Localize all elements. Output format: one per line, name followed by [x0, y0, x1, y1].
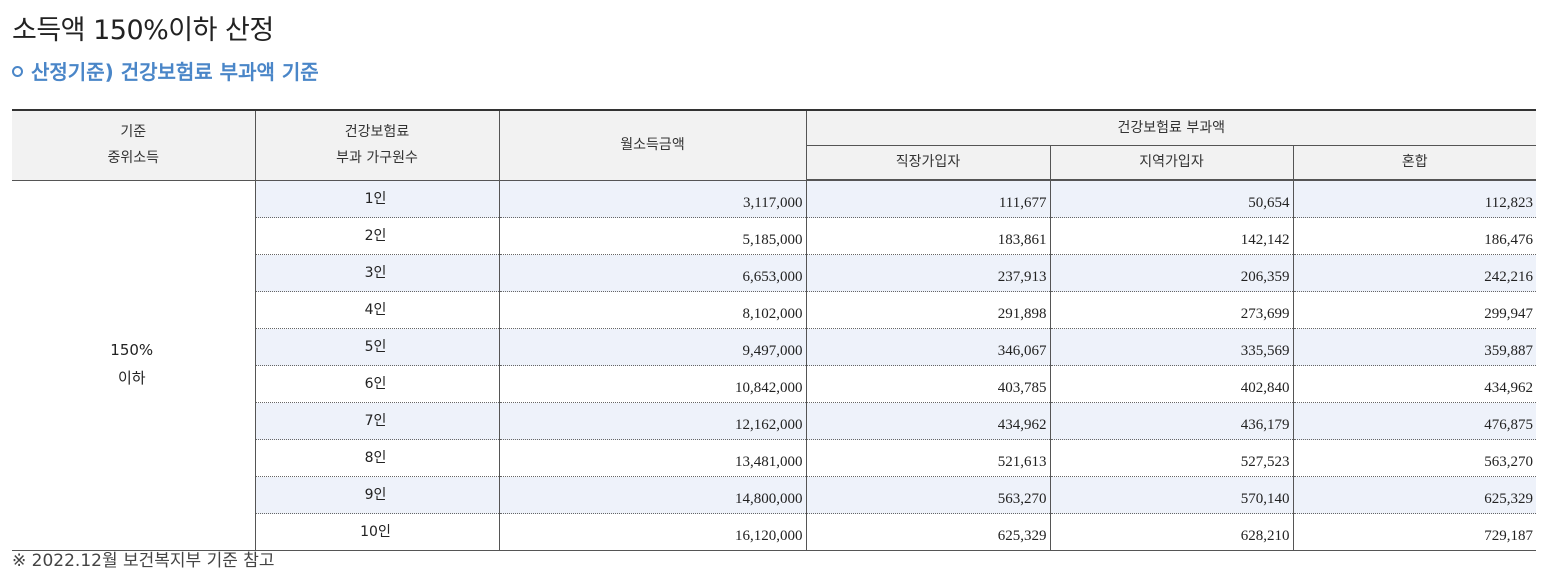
header-mixed: 혼합 — [1293, 145, 1536, 181]
table-row: 2인 5,185,000 183,861 142,142 186,476 — [12, 217, 1536, 255]
page-title: 소득액 150%이하 산정 — [12, 15, 274, 46]
household-members-cell: 6인 — [255, 365, 500, 403]
mixed-premium-cell: 242,216 — [1293, 254, 1536, 292]
household-members-cell: 2인 — [255, 217, 500, 255]
header-household-line1: 건강보험료 — [344, 124, 410, 141]
footnote: ※ 2022.12월 보건복지부 기준 참고 — [12, 551, 275, 571]
premium-table: 기준 중위소득 건강보험료 부과 가구원수 월소득금액 건강보험료 부과액 직장… — [12, 109, 1536, 551]
monthly-income-cell: 13,481,000 — [499, 439, 807, 477]
mixed-premium-cell: 299,947 — [1293, 291, 1536, 329]
header-median-income-line2: 중위소득 — [107, 150, 160, 167]
regional-premium-cell: 206,359 — [1050, 254, 1294, 292]
table-row: 8인 13,481,000 521,613 527,523 563,270 — [12, 439, 1536, 477]
mixed-premium-cell: 186,476 — [1293, 217, 1536, 255]
employee-premium-cell: 434,962 — [806, 402, 1051, 440]
household-members-cell: 5인 — [255, 328, 500, 366]
table-row: 150% 이하 1인 3,117,000 111,677 50,654 112,823 — [12, 180, 1536, 551]
header-median-income-line1: 기준 — [120, 124, 147, 141]
monthly-income-cell: 14,800,000 — [499, 476, 807, 514]
table-row: 4인 8,102,000 291,898 273,699 299,947 — [12, 291, 1536, 329]
mixed-premium-cell: 476,875 — [1293, 402, 1536, 440]
employee-premium-cell: 291,898 — [806, 291, 1051, 329]
header-regional: 지역가입자 — [1050, 145, 1294, 181]
regional-premium-cell: 273,699 — [1050, 291, 1294, 329]
employee-premium-cell: 237,913 — [806, 254, 1051, 292]
group-label-line1: 150% — [110, 341, 154, 360]
header-premium-group: 건강보험료 부과액 — [806, 109, 1536, 146]
monthly-income-cell: 16,120,000 — [499, 513, 807, 551]
household-members-cell: 10인 — [255, 513, 500, 551]
section-title-text: 산정기준) 건강보험료 부과액 기준 — [31, 60, 319, 84]
mixed-premium-cell: 434,962 — [1293, 365, 1536, 403]
monthly-income-cell: 6,653,000 — [499, 254, 807, 292]
header-household-members: 건강보험료 부과 가구원수 — [255, 109, 500, 181]
monthly-income-cell: 5,185,000 — [499, 217, 807, 255]
employee-premium-cell: 183,861 — [806, 217, 1051, 255]
regional-premium-cell: 335,569 — [1050, 328, 1294, 366]
household-members-cell: 4인 — [255, 291, 500, 329]
bullet-circle-icon — [12, 66, 23, 77]
household-members-cell: 8인 — [255, 439, 500, 477]
mixed-premium-cell: 112,823 — [1293, 180, 1536, 218]
regional-premium-cell: 436,179 — [1050, 402, 1294, 440]
header-median-income: 기준 중위소득 — [12, 109, 256, 181]
header-household-line2: 부과 가구원수 — [336, 150, 418, 167]
employee-premium-cell: 563,270 — [806, 476, 1051, 514]
group-label-line2: 이하 — [117, 369, 146, 388]
regional-premium-cell: 50,654 — [1050, 180, 1294, 218]
table-row: 9인 14,800,000 563,270 570,140 625,329 — [12, 476, 1536, 514]
regional-premium-cell: 527,523 — [1050, 439, 1294, 477]
mixed-premium-cell: 563,270 — [1293, 439, 1536, 477]
employee-premium-cell: 111,677 — [806, 180, 1051, 218]
section-title: 산정기준) 건강보험료 부과액 기준 — [12, 56, 319, 85]
household-members-cell: 9인 — [255, 476, 500, 514]
monthly-income-cell: 12,162,000 — [499, 402, 807, 440]
employee-premium-cell: 625,329 — [806, 513, 1051, 551]
employee-premium-cell: 521,613 — [806, 439, 1051, 477]
table-row: 6인 10,842,000 403,785 402,840 434,962 — [12, 365, 1536, 403]
table-row: 3인 6,653,000 237,913 206,359 242,216 — [12, 254, 1536, 292]
employee-premium-cell: 346,067 — [806, 328, 1051, 366]
table-row: 5인 9,497,000 346,067 335,569 359,887 — [12, 328, 1536, 366]
mixed-premium-cell: 729,187 — [1293, 513, 1536, 551]
monthly-income-cell: 9,497,000 — [499, 328, 807, 366]
table-row: 7인 12,162,000 434,962 436,179 476,875 — [12, 402, 1536, 440]
household-members-cell: 1인 — [255, 180, 500, 218]
household-members-cell: 3인 — [255, 254, 500, 292]
monthly-income-cell: 8,102,000 — [499, 291, 807, 329]
mixed-premium-cell: 625,329 — [1293, 476, 1536, 514]
regional-premium-cell: 402,840 — [1050, 365, 1294, 403]
monthly-income-cell: 10,842,000 — [499, 365, 807, 403]
header-monthly-income: 월소득금액 — [499, 109, 807, 181]
table-row: 10인 16,120,000 625,329 628,210 729,187 — [12, 513, 1536, 551]
header-employee: 직장가입자 — [806, 145, 1051, 181]
regional-premium-cell: 570,140 — [1050, 476, 1294, 514]
median-income-group-cell: 150% 이하 — [12, 180, 256, 551]
monthly-income-cell: 3,117,000 — [499, 180, 807, 218]
employee-premium-cell: 403,785 — [806, 365, 1051, 403]
mixed-premium-cell: 359,887 — [1293, 328, 1536, 366]
regional-premium-cell: 142,142 — [1050, 217, 1294, 255]
regional-premium-cell: 628,210 — [1050, 513, 1294, 551]
household-members-cell: 7인 — [255, 402, 500, 440]
